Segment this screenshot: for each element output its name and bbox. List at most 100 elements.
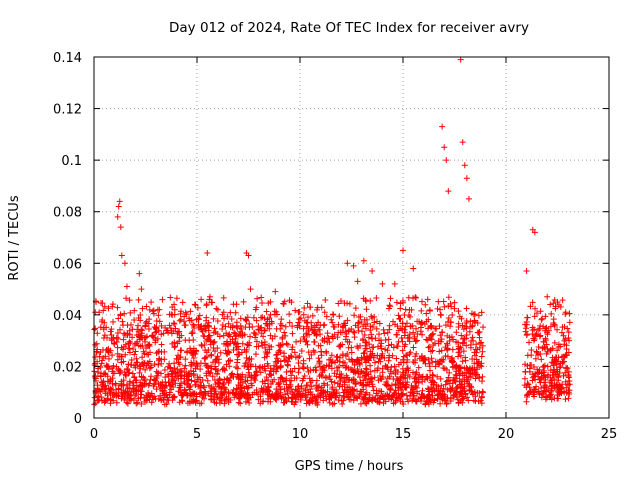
roti-point	[455, 399, 462, 406]
roti-point	[182, 362, 189, 369]
roti-point	[326, 399, 333, 406]
roti-point	[556, 382, 563, 389]
roti-peak-point	[523, 268, 530, 275]
roti-point	[359, 382, 366, 389]
roti-point	[238, 384, 245, 391]
roti-point	[545, 387, 552, 394]
roti-point	[463, 332, 470, 339]
x-tick-label: 10	[292, 427, 309, 442]
roti-point	[155, 361, 162, 368]
roti-point	[360, 386, 367, 393]
roti-point	[197, 366, 204, 373]
roti-point	[118, 382, 125, 389]
roti-point	[423, 336, 430, 343]
roti-point	[376, 337, 383, 344]
roti-point	[183, 373, 190, 380]
roti-point	[188, 330, 195, 337]
roti-point	[130, 379, 137, 386]
roti-point	[281, 377, 288, 384]
roti-point	[316, 326, 323, 333]
roti-point	[230, 301, 237, 308]
roti-point	[289, 330, 296, 337]
roti-point	[288, 372, 295, 379]
roti-point	[286, 297, 293, 304]
roti-point	[557, 363, 564, 370]
roti-point	[228, 371, 235, 378]
roti-point	[368, 331, 375, 338]
roti-point	[358, 354, 365, 361]
roti-point	[444, 353, 451, 360]
roti-point	[303, 400, 310, 407]
roti-point	[275, 379, 282, 386]
roti-point	[388, 382, 395, 389]
roti-point	[173, 355, 180, 362]
roti-point	[301, 373, 308, 380]
roti-point	[523, 321, 530, 328]
roti-point	[220, 294, 227, 301]
roti-point	[258, 294, 265, 301]
x-axis-label: GPS time / hours	[295, 459, 404, 474]
roti-point	[310, 347, 317, 354]
roti-point	[369, 344, 376, 351]
roti-peak-point	[321, 309, 328, 316]
roti-point	[266, 370, 273, 377]
roti-point	[250, 314, 257, 321]
roti-point	[289, 344, 296, 351]
roti-point	[165, 397, 172, 404]
roti-point	[249, 391, 256, 398]
roti-point	[264, 360, 271, 367]
roti-point	[457, 365, 464, 372]
roti-point	[355, 345, 362, 352]
roti-point	[233, 332, 240, 339]
roti-point	[130, 345, 137, 352]
roti-peak-point	[457, 56, 464, 63]
roti-point	[126, 380, 133, 387]
roti-point	[96, 353, 103, 360]
roti-point	[397, 384, 404, 391]
roti-point	[339, 351, 346, 358]
roti-point	[414, 318, 421, 325]
roti-point	[292, 386, 299, 393]
roti-point	[123, 365, 130, 372]
roti-point	[305, 314, 312, 321]
roti-point	[323, 313, 330, 320]
roti-point	[320, 397, 327, 404]
roti-point	[538, 385, 545, 392]
roti-point	[152, 395, 159, 402]
roti-point	[426, 343, 433, 350]
roti-point	[233, 364, 240, 371]
roti-point	[344, 300, 351, 307]
roti-point	[214, 371, 221, 378]
roti-point	[566, 381, 573, 388]
roti-point	[186, 386, 193, 393]
roti-point	[190, 321, 197, 328]
roti-point	[165, 373, 172, 380]
roti-point	[171, 344, 178, 351]
roti-point	[543, 341, 550, 348]
roti-point	[333, 373, 340, 380]
roti-peak-point	[99, 317, 106, 324]
roti-point	[311, 330, 318, 337]
roti-point	[427, 367, 434, 374]
roti-point	[248, 355, 255, 362]
roti-point	[138, 382, 145, 389]
roti-point	[262, 320, 269, 327]
roti-point	[331, 389, 338, 396]
roti-point	[131, 341, 138, 348]
roti-point	[302, 392, 309, 399]
roti-point	[278, 316, 285, 323]
roti-point	[253, 304, 260, 311]
roti-point	[382, 392, 389, 399]
roti-point	[195, 321, 202, 328]
roti-point	[190, 355, 197, 362]
y-tick-label: 0.04	[53, 309, 82, 324]
roti-point	[474, 329, 481, 336]
roti-point	[378, 354, 385, 361]
roti-peak-point	[463, 175, 470, 182]
roti-point	[203, 302, 210, 309]
roti-point	[192, 382, 199, 389]
roti-point	[170, 383, 177, 390]
roti-point	[297, 315, 304, 322]
roti-point	[170, 394, 177, 401]
